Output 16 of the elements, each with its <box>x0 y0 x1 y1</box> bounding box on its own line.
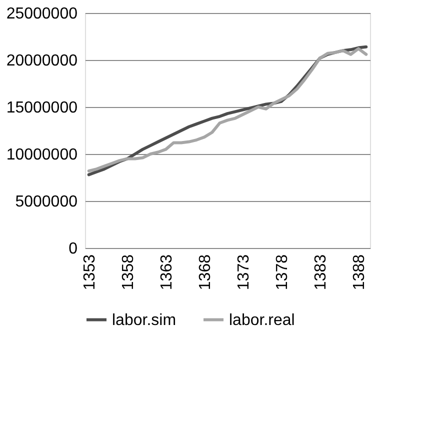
y-tick-label: 20000000 <box>6 52 78 70</box>
y-tick-label: 25000000 <box>6 6 78 22</box>
x-tick-label: 1388 <box>350 254 368 290</box>
y-tick-label: 15000000 <box>6 100 78 116</box>
legend-label: labor.sim <box>112 312 176 329</box>
y-tick-label: 10000000 <box>6 146 78 164</box>
x-tick-label: 1353 <box>81 254 98 290</box>
y-tick-label: 0 <box>68 240 78 258</box>
x-tick-label: 1378 <box>274 254 291 290</box>
x-tick-label: 1363 <box>158 254 176 290</box>
legend-label: labor.real <box>229 312 295 329</box>
x-tick-label: 1373 <box>235 254 252 290</box>
x-tick-label: 1358 <box>120 254 137 290</box>
x-tick-label: 1368 <box>196 254 214 290</box>
y-tick-label: 5000000 <box>15 194 78 210</box>
x-tick-label: 1383 <box>312 254 330 290</box>
